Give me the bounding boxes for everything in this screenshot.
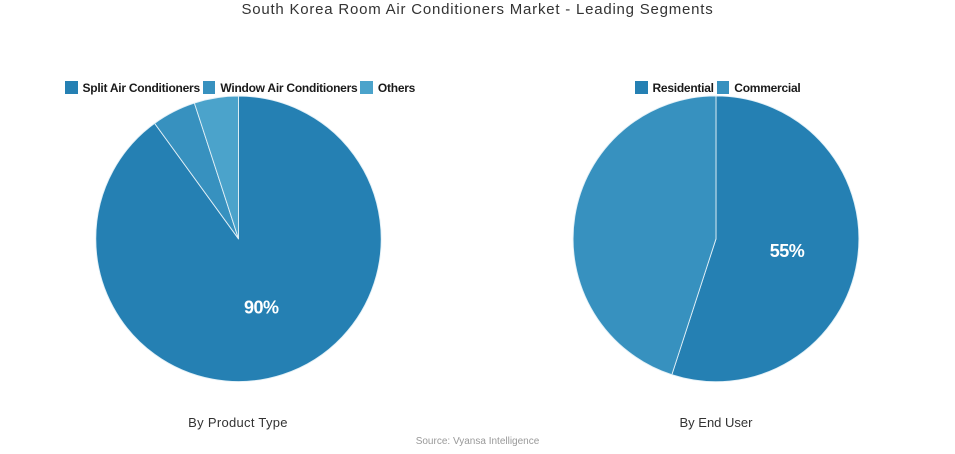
svg-text:55%: 55%	[770, 241, 805, 261]
svg-text:90%: 90%	[244, 298, 279, 318]
